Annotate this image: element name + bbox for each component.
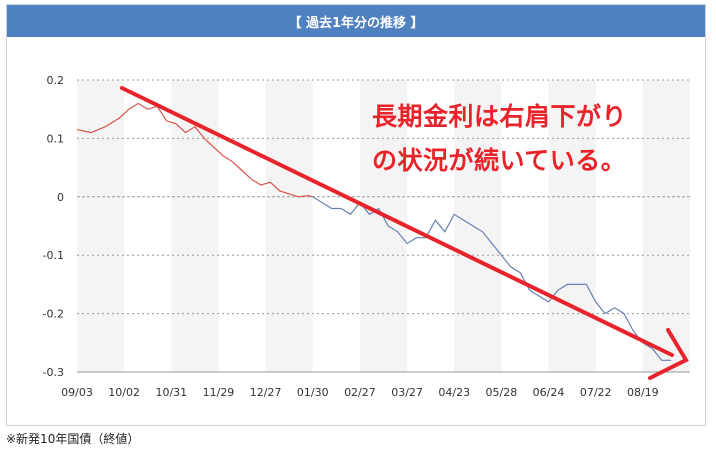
chart-title: 【 過去1年分の推移 】 [7,5,705,37]
y-tick-label: -0.2 [43,308,64,321]
series-line [312,196,672,361]
x-tick-label: 03/27 [391,386,423,399]
trend-arrow-head [648,328,689,380]
x-tick-label: 04/23 [438,386,470,399]
annotation-line-1: 長期金利は右肩下がり [372,102,628,131]
x-tick-label: 06/24 [533,386,565,399]
x-tick-label: 08/19 [627,386,659,399]
plot-band [171,80,219,372]
plot-band [548,80,596,372]
y-tick-label: 0 [57,191,64,204]
plot-band [642,80,690,372]
y-tick-label: 0.2 [47,74,65,87]
x-tick-label: 01/30 [297,386,329,399]
footnote: ※新発10年国債（終値） [6,432,140,446]
annotation-line-2: の状況が続いている。 [372,146,627,175]
x-tick-label: 12/27 [250,386,282,399]
plot-band [77,80,125,372]
x-tick-label: 10/02 [108,386,140,399]
y-tick-label: -0.3 [43,366,64,379]
x-tick-label: 05/28 [486,386,518,399]
x-tick-label: 11/29 [203,386,235,399]
x-tick-label: 02/27 [344,386,376,399]
plot-band [359,80,408,372]
y-tick-label: -0.1 [43,249,64,262]
plot-band [454,80,502,372]
x-tick-label: 07/22 [580,386,612,399]
y-tick-label: 0.1 [47,132,65,145]
series-line [76,102,313,198]
trend-arrow-shaft [120,86,674,357]
x-tick-label: 09/03 [61,386,93,399]
x-tick-label: 10/31 [155,386,187,399]
plot-band [265,80,313,372]
